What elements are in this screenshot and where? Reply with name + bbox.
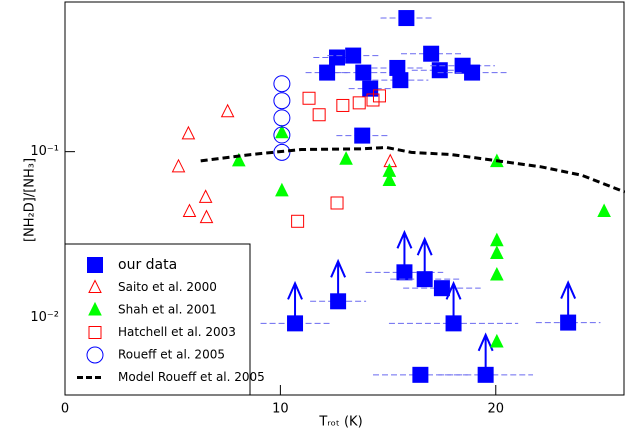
circle-marker — [273, 109, 291, 127]
square-marker — [355, 64, 372, 81]
y-tick-label: 10⁻² — [30, 310, 59, 325]
square-marker — [319, 64, 336, 81]
triangle-marker — [199, 209, 214, 224]
square-marker — [345, 47, 362, 64]
triangle-marker — [220, 103, 235, 118]
square-marker — [291, 214, 305, 228]
triangle-marker — [88, 301, 102, 316]
square-marker — [392, 72, 409, 89]
x-tick-label: 20 — [487, 402, 504, 417]
square-marker — [352, 96, 366, 110]
y-axis-label: [NH₂D]/[NH₃] — [23, 158, 38, 242]
triangle-marker — [181, 125, 196, 140]
square-marker — [396, 264, 413, 281]
triangle-marker — [490, 266, 504, 281]
circle-marker — [273, 75, 291, 93]
model-line — [200, 145, 625, 194]
circle-marker — [273, 143, 291, 161]
legend-label: Shah et al. 2001 — [118, 303, 217, 317]
square-marker — [330, 293, 347, 310]
circle-marker — [273, 92, 291, 110]
square-marker — [464, 64, 481, 81]
square-marker — [372, 89, 386, 103]
square-marker — [312, 108, 326, 122]
square-marker — [302, 91, 316, 105]
circle-marker — [86, 346, 104, 364]
square-marker — [88, 326, 102, 339]
square-marker — [389, 59, 406, 76]
legend-label: Roueff et al. 2005 — [118, 348, 225, 362]
y-tick-label: 10⁻¹ — [30, 144, 59, 159]
legend-label: Model Roueff et al. 2005 — [118, 370, 265, 384]
triangle-marker — [232, 152, 246, 167]
plot-frame — [64, 1, 625, 396]
triangle-marker — [383, 153, 398, 168]
square-marker — [362, 80, 379, 97]
square-marker — [329, 49, 346, 66]
x-tick-label: 10 — [272, 402, 289, 417]
triangle-marker — [275, 124, 289, 139]
square-marker — [398, 10, 415, 27]
square-marker — [433, 280, 450, 297]
square-marker — [477, 366, 494, 383]
triangle-marker — [490, 232, 504, 247]
square-marker — [87, 257, 103, 273]
triangle-marker — [182, 203, 197, 218]
triangle-marker — [490, 245, 504, 259]
square-marker — [330, 196, 344, 210]
legend-label: our data — [118, 257, 177, 273]
plot-area — [171, 10, 625, 383]
triangle-marker — [275, 182, 289, 197]
square-marker — [412, 366, 429, 383]
triangle-marker — [490, 333, 504, 348]
square-marker — [431, 62, 448, 79]
square-marker — [336, 98, 350, 112]
triangle-marker — [597, 203, 611, 218]
triangle-marker — [382, 172, 397, 186]
square-marker — [560, 314, 577, 331]
triangle-marker — [88, 279, 102, 293]
triangle-marker — [339, 151, 353, 165]
circle-marker — [273, 126, 291, 144]
triangle-marker — [171, 158, 186, 173]
legend-label: Saito et al. 2000 — [118, 280, 217, 294]
square-marker — [287, 315, 304, 332]
square-marker — [354, 127, 371, 144]
triangle-marker — [198, 189, 213, 203]
x-axis-label: Tᵣₒₜ (K) — [318, 415, 362, 430]
square-marker — [445, 315, 462, 332]
square-marker — [423, 45, 440, 62]
legend-label: Hatchell et al. 2003 — [118, 325, 236, 339]
x-tick-label: 0 — [61, 402, 69, 417]
square-marker — [416, 271, 433, 288]
